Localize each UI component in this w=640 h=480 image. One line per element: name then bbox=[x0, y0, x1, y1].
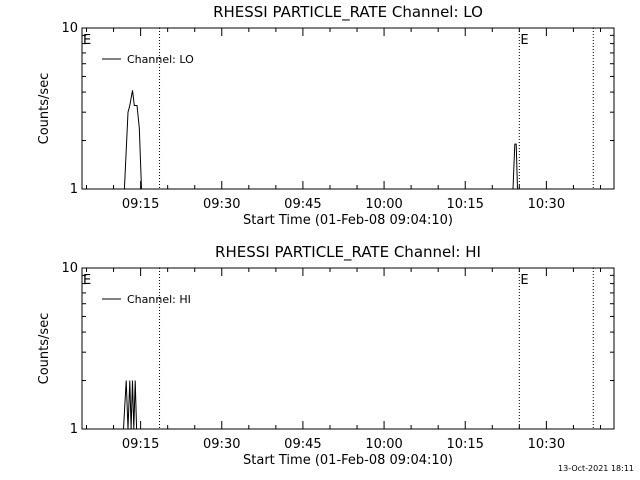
x-tick-label: 10:15 bbox=[446, 437, 483, 452]
footer-timestamp: 13-Oct-2021 18:11 bbox=[558, 464, 634, 473]
chart-title: RHESSI PARTICLE_RATE Channel: HI bbox=[215, 243, 481, 262]
series-line bbox=[123, 380, 138, 430]
x-tick-label: 09:30 bbox=[203, 437, 240, 452]
x-tick-label: 09:45 bbox=[284, 437, 321, 452]
y-tick-label: 1 bbox=[70, 182, 78, 197]
y-tick-label: 1 bbox=[70, 422, 78, 437]
time-marker-label: E bbox=[83, 273, 91, 288]
plot-frame bbox=[81, 267, 615, 430]
series-line bbox=[117, 90, 518, 190]
legend-label: Channel: HI bbox=[127, 293, 191, 306]
y-axis-label: Counts/sec bbox=[37, 313, 52, 385]
x-axis-label: Start Time (01-Feb-08 09:04:10) bbox=[243, 453, 453, 468]
x-tick-label: 10:30 bbox=[528, 197, 565, 212]
x-axis-label: Start Time (01-Feb-08 09:04:10) bbox=[243, 213, 453, 228]
time-marker-label: E bbox=[83, 33, 91, 48]
x-tick-label: 10:00 bbox=[365, 197, 402, 212]
x-tick-label: 09:30 bbox=[203, 197, 240, 212]
x-tick-label: 10:15 bbox=[446, 197, 483, 212]
time-marker-label: E bbox=[520, 273, 528, 288]
x-tick-label: 09:15 bbox=[122, 197, 159, 212]
x-tick-label: 09:45 bbox=[284, 197, 321, 212]
x-tick-label: 10:00 bbox=[365, 437, 402, 452]
y-tick-label: 10 bbox=[61, 261, 78, 276]
x-tick-label: 09:15 bbox=[122, 437, 159, 452]
chart-title: RHESSI PARTICLE_RATE Channel: LO bbox=[213, 3, 483, 22]
y-axis-label: Counts/sec bbox=[37, 73, 52, 145]
x-tick-label: 10:30 bbox=[528, 437, 565, 452]
y-tick-label: 10 bbox=[61, 21, 78, 36]
time-marker-label: E bbox=[520, 33, 528, 48]
legend-label: Channel: LO bbox=[127, 53, 194, 66]
